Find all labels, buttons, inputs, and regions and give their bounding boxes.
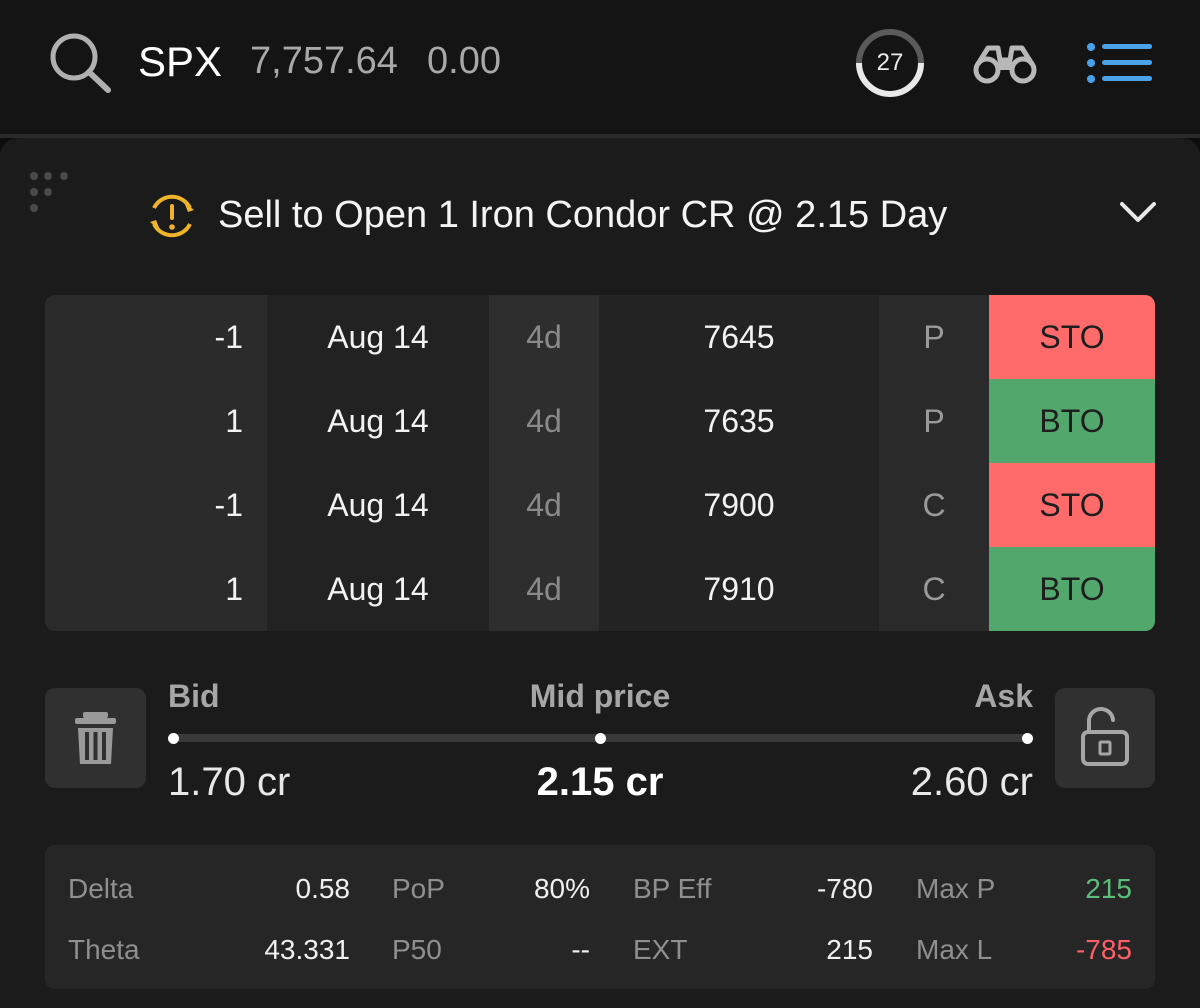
legs-table: -1 1 -1 1 Aug 14 Aug 14 Aug 14 Aug 14 4d… — [45, 295, 1155, 631]
mid-price-value[interactable]: 2.15 cr — [536, 760, 664, 804]
stats-panel: Delta 0.58 Theta 43.331 PoP 80% P50 -- B… — [45, 845, 1155, 989]
warning-refresh-icon — [150, 194, 194, 238]
list-menu-icon[interactable] — [1086, 42, 1154, 84]
last-price: 7,757.64 — [250, 40, 398, 82]
delta-label: Delta — [68, 873, 134, 904]
leg-expiration[interactable]: Aug 14 — [327, 403, 429, 439]
bp-eff-label: BP Eff — [633, 873, 712, 904]
max-loss-value: -785 — [1075, 934, 1132, 965]
leg-qty[interactable]: 1 — [225, 403, 243, 439]
leg-qty[interactable]: -1 — [214, 487, 243, 523]
leg-type[interactable]: P — [923, 403, 945, 439]
ext-label: EXT — [633, 934, 688, 965]
unlock-icon — [1081, 707, 1129, 766]
p50-label: P50 — [392, 934, 442, 965]
bid-label: Bid — [168, 678, 220, 714]
leg-dte: 4d — [526, 319, 562, 355]
leg-strike[interactable]: 7900 — [703, 487, 775, 523]
dte-column: 4d 4d 4d 4d — [489, 295, 599, 631]
ext-value: 215 — [826, 934, 873, 965]
leg-type[interactable]: P — [923, 319, 945, 355]
type-column: P P C C — [879, 295, 989, 631]
leg-dte: 4d — [526, 487, 562, 523]
qty-column: -1 1 -1 1 — [45, 295, 267, 631]
binoculars-icon[interactable] — [970, 40, 1040, 84]
delta-value: 0.58 — [295, 873, 351, 904]
bp-eff-value: -780 — [816, 873, 873, 904]
p50-value: -- — [571, 934, 590, 965]
max-profit-value: 215 — [1085, 873, 1132, 904]
action-column: STO BTO STO BTO — [989, 295, 1155, 631]
mid-marker[interactable] — [595, 733, 606, 744]
leg-expiration[interactable]: Aug 14 — [327, 319, 429, 355]
bid-value: 1.70 cr — [168, 760, 291, 804]
price-lock-button[interactable] — [1055, 688, 1155, 788]
search-icon[interactable] — [46, 30, 114, 94]
leg-type[interactable]: C — [922, 487, 946, 523]
max-loss-label: Max L — [916, 934, 993, 965]
symbol[interactable]: SPX — [138, 38, 223, 85]
leg-strike[interactable]: 7910 — [703, 571, 775, 607]
expiration-column: Aug 14 Aug 14 Aug 14 Aug 14 — [267, 295, 489, 631]
leg-action-sto[interactable]: STO — [989, 295, 1155, 379]
leg-strike[interactable]: 7645 — [703, 319, 775, 355]
ask-label: Ask — [974, 678, 1033, 714]
mid-price-label: Mid price — [529, 678, 671, 714]
ask-value: 2.60 cr — [910, 760, 1033, 804]
dte-badge: 27 — [876, 49, 904, 76]
theta-value: 43.331 — [264, 934, 350, 965]
leg-action-sto[interactable]: STO — [989, 463, 1155, 547]
strike-column: 7645 7635 7900 7910 — [599, 295, 879, 631]
trash-icon — [75, 712, 116, 764]
chevron-down-icon[interactable] — [1118, 198, 1158, 226]
leg-dte: 4d — [526, 571, 562, 607]
dte-ring-icon[interactable] — [854, 27, 926, 99]
leg-qty[interactable]: -1 — [214, 319, 243, 355]
leg-strike[interactable]: 7635 — [703, 403, 775, 439]
top-bar: SPX 7,757.64 0.00 27 — [0, 0, 1200, 134]
leg-type[interactable]: C — [922, 571, 946, 607]
header-divider — [0, 134, 1200, 138]
leg-action-bto[interactable]: BTO — [989, 547, 1155, 631]
bid-marker[interactable] — [168, 733, 179, 744]
pop-label: PoP — [392, 873, 445, 904]
price-change: 0.00 — [427, 40, 501, 82]
theta-label: Theta — [68, 934, 140, 965]
ask-marker[interactable] — [1022, 733, 1033, 744]
drag-handle-icon[interactable] — [26, 170, 74, 216]
leg-qty[interactable]: 1 — [225, 571, 243, 607]
leg-action-bto[interactable]: BTO — [989, 379, 1155, 463]
pop-value: 80% — [533, 873, 590, 904]
order-description: Sell to Open 1 Iron Condor CR @ 2.15 Day — [218, 194, 948, 236]
delete-order-button[interactable] — [45, 688, 146, 788]
leg-expiration[interactable]: Aug 14 — [327, 487, 429, 523]
leg-expiration[interactable]: Aug 14 — [327, 571, 429, 607]
max-profit-label: Max P — [916, 873, 996, 904]
leg-dte: 4d — [526, 403, 562, 439]
